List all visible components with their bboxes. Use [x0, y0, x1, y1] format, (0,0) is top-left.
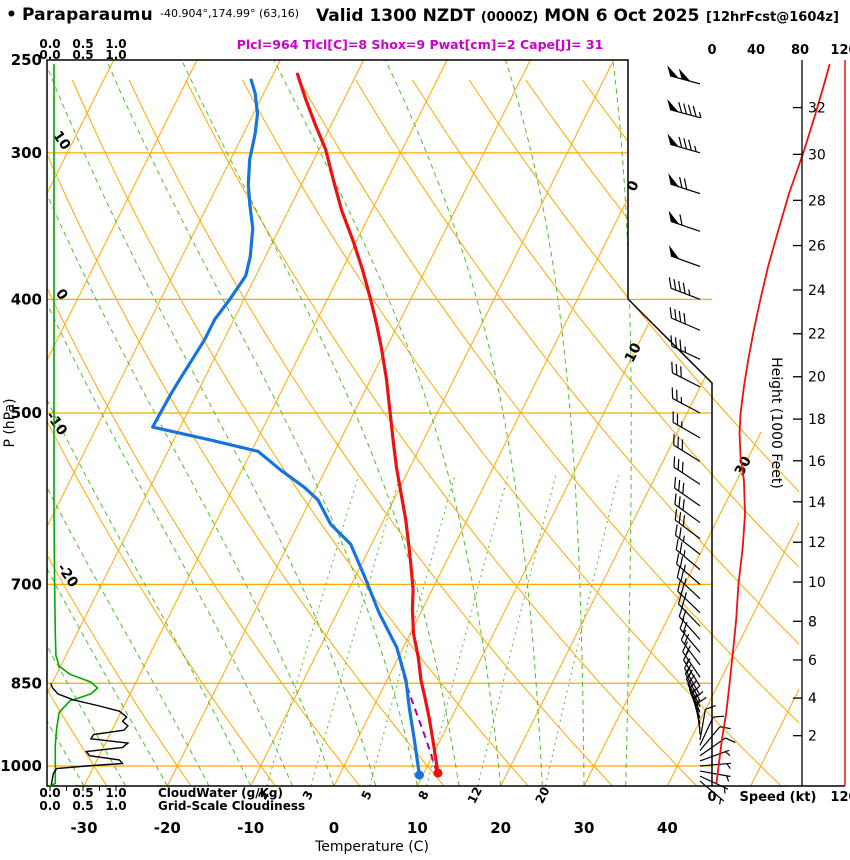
svg-text:28: 28: [808, 193, 826, 209]
cloudiness-curve: [50, 683, 130, 786]
svg-text:0: 0: [329, 819, 339, 837]
svg-text:14: 14: [808, 495, 826, 511]
valid-zulu: (0000Z): [480, 10, 539, 25]
svg-text:Grid-Scale Cloudiness: Grid-Scale Cloudiness: [158, 799, 305, 813]
valid-date: MON 6 Oct 2025: [544, 6, 700, 26]
svg-text:0.0: 0.0: [39, 48, 60, 62]
svg-text:120: 120: [830, 790, 850, 805]
svg-text:1.0: 1.0: [105, 48, 126, 62]
svg-text:40: 40: [657, 819, 678, 837]
surface-temperature-dot: [433, 768, 443, 778]
svg-text:20: 20: [533, 785, 553, 806]
cloud-water-curve: [49, 64, 99, 787]
svg-text:700: 700: [11, 575, 42, 593]
svg-text:0: 0: [624, 178, 643, 194]
svg-text:400: 400: [11, 290, 42, 308]
svg-text:0: 0: [707, 790, 716, 805]
lcl-parameters-line: Plcl=964 Tlcl[C]=8 Shox=9 Pwat[cm]=2 Cap…: [236, 37, 604, 52]
svg-text:-20: -20: [154, 819, 181, 837]
svg-text:500: 500: [11, 404, 42, 422]
moist-adiabats-mixing-lines: [47, 60, 632, 786]
surface-dewpoint-dot: [414, 770, 424, 780]
svg-text:1.0: 1.0: [105, 786, 126, 800]
svg-text:0.5: 0.5: [72, 786, 93, 800]
wind-barbs: [667, 65, 736, 805]
station-title: • Paraparaumu -40.904°,174.99° (63,16): [6, 5, 299, 25]
svg-text:0.0: 0.0: [39, 799, 60, 813]
svg-text:8: 8: [808, 614, 817, 630]
svg-text:30: 30: [808, 147, 826, 163]
svg-text:850: 850: [11, 674, 42, 692]
svg-text:Temperature (C): Temperature (C): [314, 839, 429, 855]
svg-text:10: 10: [407, 819, 428, 837]
svg-text:30: 30: [574, 819, 595, 837]
svg-text:P (hPa): P (hPa): [2, 398, 18, 447]
station-name: Paraparaumu: [21, 5, 153, 25]
temperature-curve: [295, 72, 440, 775]
svg-text:0.0: 0.0: [39, 786, 60, 800]
svg-text:-20: -20: [53, 561, 81, 591]
wind-speed-panel: 0 40 80 120 0 120 Speed (kt): [707, 43, 850, 805]
svg-text:16: 16: [808, 454, 826, 470]
svg-text:10: 10: [49, 128, 73, 153]
svg-text:12: 12: [808, 535, 826, 551]
svg-text:CloudWater (g/Kg): CloudWater (g/Kg): [158, 786, 283, 800]
svg-text:0.5: 0.5: [72, 48, 93, 62]
sounding-profiles: [151, 72, 443, 780]
svg-text:-30: -30: [70, 819, 97, 837]
svg-text:Speed (kt): Speed (kt): [740, 790, 817, 805]
svg-text:10: 10: [622, 340, 645, 365]
station-coords: -40.904°,174.99° (63,16): [160, 7, 300, 20]
svg-text:24: 24: [808, 283, 826, 299]
dewpoint-curve: [151, 78, 421, 777]
svg-text:6: 6: [808, 653, 817, 669]
svg-text:10: 10: [808, 575, 826, 591]
svg-text:30: 30: [732, 454, 755, 479]
svg-text:300: 300: [11, 144, 42, 162]
valid-prefix: Valid 1300 NZDT: [316, 6, 475, 26]
header: • Paraparaumu -40.904°,174.99° (63,16) V…: [0, 0, 850, 60]
svg-text:20: 20: [808, 370, 826, 386]
forecast-tag: [12hrFcst@1604z]: [706, 10, 839, 25]
svg-text:26: 26: [808, 239, 826, 255]
svg-text:1000: 1000: [0, 757, 42, 775]
svg-text:0.5: 0.5: [72, 799, 93, 813]
valid-time-title: Valid 1300 NZDT (0000Z) MON 6 Oct 2025: [316, 6, 699, 26]
svg-text:18: 18: [808, 412, 826, 428]
isotherm-dry-adiabat-grid: [47, 60, 799, 786]
svg-text:0.5: 0.5: [72, 37, 93, 51]
pressure-gridlines: [47, 152, 712, 767]
svg-text:0.0: 0.0: [39, 37, 60, 51]
svg-text:2: 2: [808, 729, 817, 745]
svg-text:12: 12: [465, 785, 485, 806]
svg-text:250: 250: [11, 51, 42, 69]
plot-frame: [46, 59, 845, 787]
svg-text:8: 8: [415, 788, 431, 802]
svg-text:32: 32: [808, 101, 826, 117]
svg-text:0: 0: [707, 43, 716, 58]
svg-text:4: 4: [808, 691, 817, 707]
svg-text:5: 5: [359, 788, 375, 802]
svg-text:20: 20: [490, 819, 511, 837]
svg-text:1.0: 1.0: [105, 37, 126, 51]
svg-text:80: 80: [791, 43, 809, 58]
svg-text:-10: -10: [237, 819, 264, 837]
svg-text:22: 22: [808, 327, 826, 343]
station-marker-icon: •: [6, 5, 17, 25]
svg-text:Height (1000 Feet): Height (1000 Feet): [768, 357, 784, 489]
svg-text:40: 40: [747, 43, 765, 58]
svg-text:1.0: 1.0: [105, 799, 126, 813]
svg-text:120: 120: [830, 43, 850, 58]
